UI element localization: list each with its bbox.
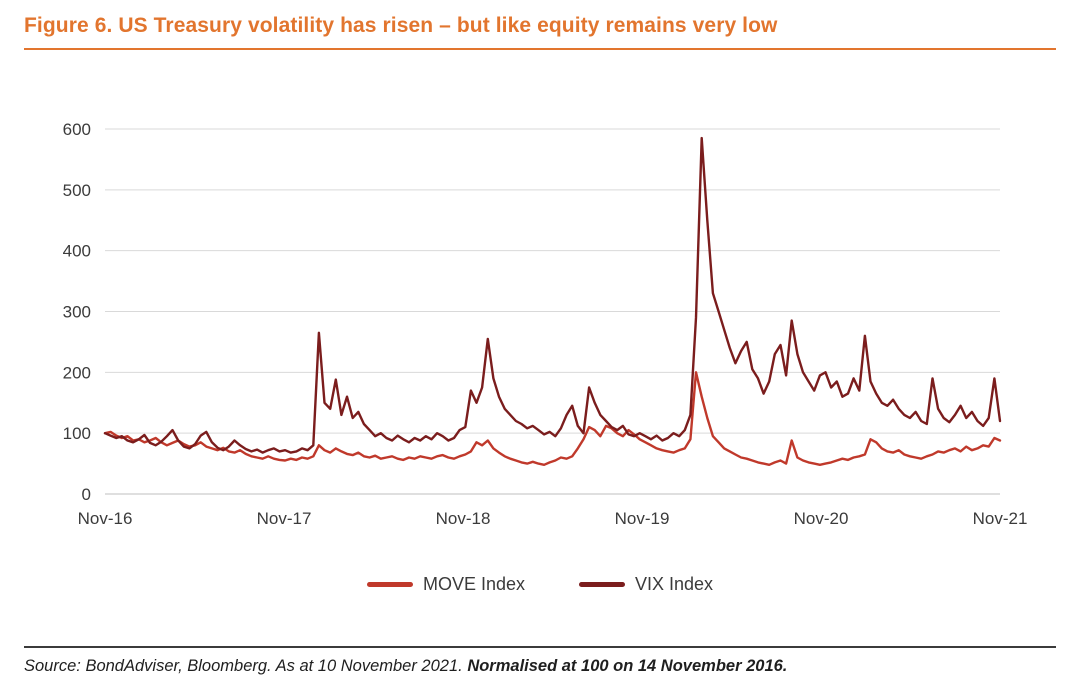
legend-label-move-index: MOVE Index (422, 573, 525, 594)
x-axis-tick-label: Nov-20 (794, 509, 849, 528)
legend-label-vix-index: VIX Index (635, 573, 714, 594)
y-axis-tick-label: 200 (63, 363, 91, 382)
footer-rule (24, 646, 1056, 648)
figure-header: Figure 6. US Treasury volatility has ris… (24, 14, 1056, 50)
title-accent-rule (24, 48, 1056, 50)
legend-swatch-move-index (366, 581, 413, 587)
figure-title: Figure 6. US Treasury volatility has ris… (24, 14, 778, 37)
x-axis-tick-label: Nov-21 (973, 509, 1028, 528)
source-note-bold: Normalised at 100 on 14 November 2016. (467, 657, 788, 675)
y-axis-tick-label: 100 (63, 424, 91, 443)
series-line-vix-index (103, 136, 1002, 454)
x-axis-tick-label: Nov-17 (257, 509, 312, 528)
y-axis-tick-label: 500 (63, 181, 91, 200)
x-axis-tick-label: Nov-16 (78, 509, 133, 528)
source-note-regular: Source: BondAdviser, Bloomberg. As at 10… (24, 657, 468, 675)
series-line-move-index (103, 371, 1002, 466)
y-axis-tick-label: 600 (63, 120, 91, 139)
chart-legend: MOVE Index VIX Index (0, 566, 1080, 602)
chart-canvas: 0 100 200 300 400 500 600 Nov-16 Nov-17 Nov-18 Nov… (63, 120, 1028, 528)
line-chart: 0 100 200 300 400 500 600 Nov-16 Nov-17 Nov-18 Nov… (0, 84, 1080, 556)
y-axis-tick-label: 300 (63, 303, 91, 322)
y-axis-tick-label: 0 (82, 485, 91, 504)
figure-footer: Source: BondAdviser, Bloomberg. As at 10… (24, 646, 1056, 676)
y-axis-tick-label: 400 (63, 242, 91, 261)
legend-item-move: MOVE Index (366, 573, 525, 595)
x-axis-tick-label: Nov-18 (436, 509, 491, 528)
source-note: Source: BondAdviser, Bloomberg. As at 10… (24, 657, 1056, 676)
legend-item-vix: VIX Index (579, 574, 713, 595)
x-axis-tick-label: Nov-19 (615, 509, 670, 528)
legend-swatch-vix-index (579, 581, 625, 587)
